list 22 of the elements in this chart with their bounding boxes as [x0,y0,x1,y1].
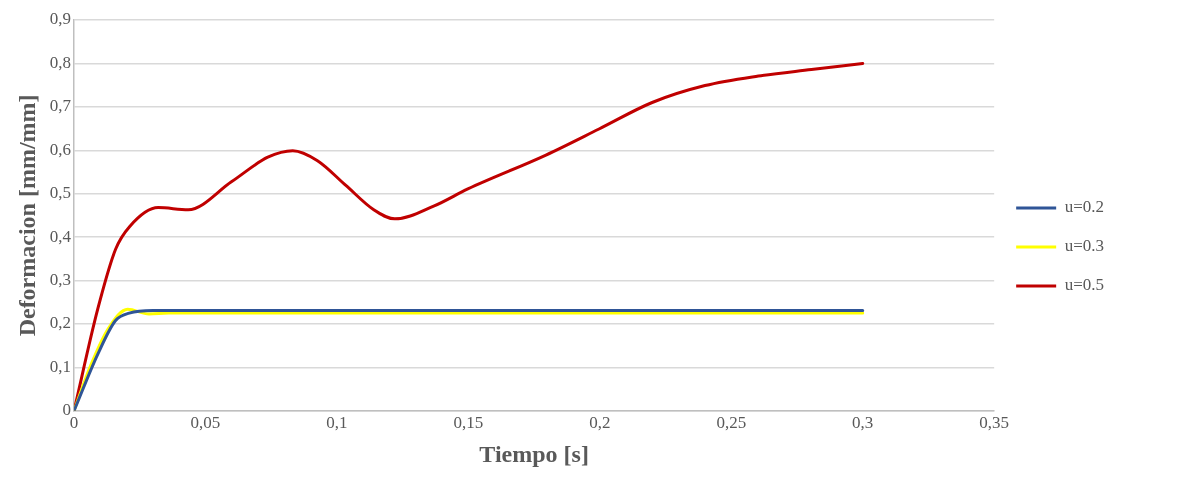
y-axis-title: Deformacion [mm/mm] [13,94,40,337]
x-tick-label: 0,3 [852,413,874,433]
x-tick-label: 0,1 [326,413,348,433]
x-tick-label: 0,25 [716,413,747,433]
x-axis-title: Tiempo [s] [479,440,589,467]
legend-label: u=0.3 [1064,236,1105,256]
y-tick-label: 0,8 [49,52,72,72]
legend-label: u=0.2 [1064,197,1105,217]
x-tick-label: 0,15 [453,413,484,433]
x-tick-label: 0,35 [979,413,1010,433]
y-tick-label: 0,4 [49,226,72,246]
y-tick-label: 0,2 [49,313,72,333]
x-tick-label: 0,05 [190,413,221,433]
y-tick-label: 0,7 [49,96,72,116]
y-tick-label: 0,5 [49,183,72,203]
legend-label: u=0.5 [1064,275,1105,295]
y-tick-label: 0,6 [49,139,72,159]
y-tick-label: 0 [62,400,72,420]
x-tick-label: 0,2 [589,413,611,433]
y-tick-label: 0,9 [49,9,72,29]
y-tick-label: 0,1 [49,356,72,376]
y-tick-label: 0,3 [49,270,72,289]
